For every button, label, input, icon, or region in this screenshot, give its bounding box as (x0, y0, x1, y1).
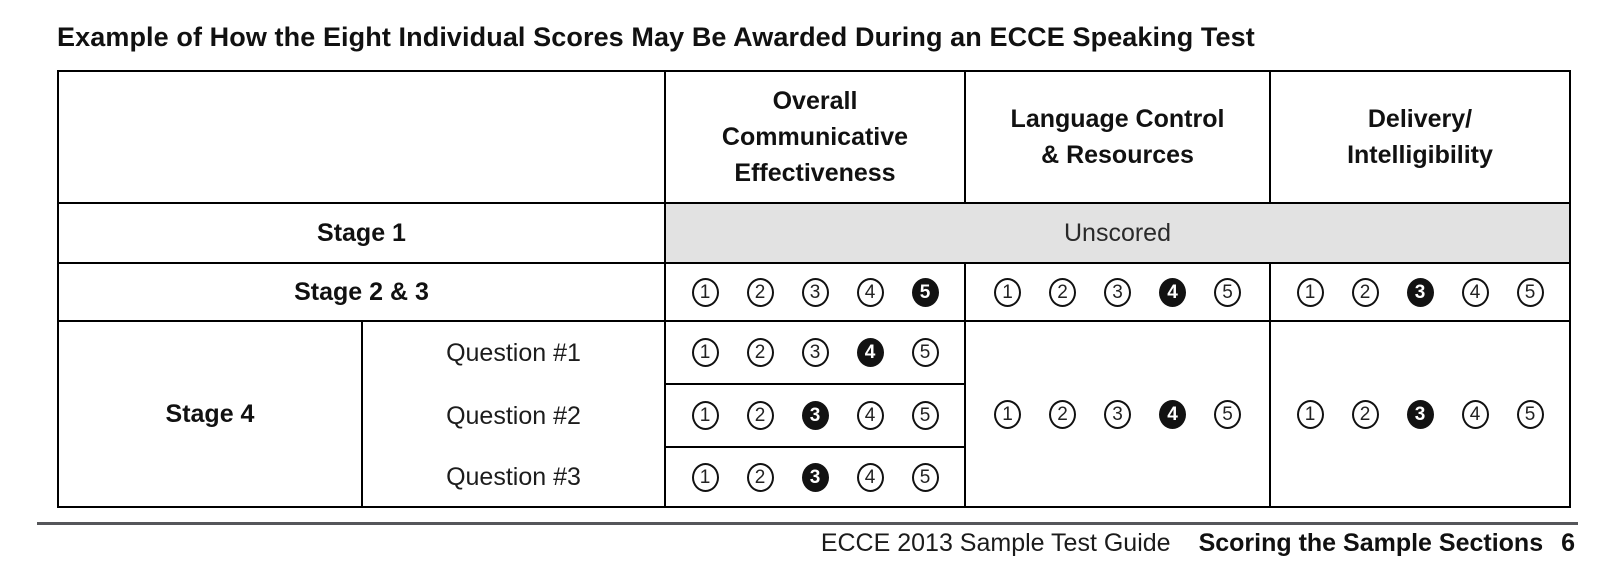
header-line: Language Control (1010, 105, 1225, 133)
footer-divider-rule (37, 522, 1578, 525)
header-language-control-resources: Language Control & Resources (966, 72, 1271, 204)
score-circle-5: 5 (911, 401, 939, 430)
score-circle-2: 2 (746, 277, 774, 307)
footer-guide-title: ECCE 2013 Sample Test Guide (820, 529, 1171, 557)
score-circle-5-selected: 5 (911, 277, 939, 307)
score-circle-3-selected: 3 (801, 401, 829, 430)
score-circle-2: 2 (746, 462, 774, 492)
score-circle-3-selected: 3 (1406, 399, 1434, 429)
row-label-stage-1: Stage 1 (59, 204, 666, 264)
header-line: Overall (772, 87, 858, 115)
question-3-label: Question #3 (446, 462, 581, 491)
header-empty-cell (59, 72, 666, 204)
score-circle-3-selected: 3 (801, 462, 829, 492)
score-circle-2: 2 (746, 338, 774, 367)
score-circle-1: 1 (691, 401, 719, 430)
header-line: Intelligibility (1347, 141, 1493, 169)
score-circle-4: 4 (1461, 277, 1489, 307)
header-line: & Resources (1041, 141, 1194, 169)
header-line: Communicative (721, 123, 909, 151)
score-circle-1: 1 (691, 462, 719, 492)
score-circle-4-selected: 4 (1159, 399, 1186, 429)
score-circle-1: 1 (1296, 399, 1324, 429)
unscored-cell: Unscored (666, 204, 1569, 264)
score-circle-4: 4 (856, 462, 884, 492)
score-circle-2: 2 (1351, 277, 1379, 307)
score-circle-5: 5 (911, 338, 939, 367)
score-circle-5: 5 (1516, 399, 1544, 429)
header-overall-communicative-effectiveness: Overall Communicative Effectiveness (666, 72, 966, 204)
score-circle-4: 4 (1461, 399, 1489, 429)
footer: ECCE 2013 Sample Test Guide Scoring the S… (821, 529, 1575, 558)
page-title: Example of How the Eight Individual Scor… (57, 22, 1255, 52)
row-label-stage-4: Stage 4 (59, 322, 363, 506)
score-circle-3-selected: 3 (1406, 277, 1434, 307)
question-2-label: Question #2 (446, 402, 581, 430)
score-circle-3: 3 (801, 338, 829, 367)
score-circle-3: 3 (801, 277, 829, 307)
header-line: Delivery/ (1367, 105, 1473, 133)
score-circle-1: 1 (994, 399, 1021, 429)
header-delivery-intelligibility: Delivery/Intelligibility (1271, 72, 1569, 204)
score-circle-4-selected: 4 (1159, 277, 1186, 307)
score-circle-1: 1 (1296, 277, 1324, 307)
footer-page-number: 6 (1561, 529, 1575, 557)
score-circle-2: 2 (1049, 277, 1076, 307)
question-labels-column: Question #1 Question #2 Question #3 (363, 322, 666, 506)
row-label-stage-2-3: Stage 2 & 3 (59, 264, 666, 322)
score-circle-2: 2 (1351, 399, 1379, 429)
score-circle-4: 4 (856, 401, 884, 430)
score-circle-1: 1 (994, 277, 1021, 307)
score-circle-3: 3 (1104, 399, 1131, 429)
score-circle-4-selected: 4 (856, 338, 884, 367)
header-line: Effectiveness (734, 159, 896, 187)
scoring-table: Overall Communicative Effectiveness Langua… (57, 70, 1571, 508)
score-circle-5: 5 (911, 462, 939, 492)
footer-section-title: Scoring the Sample Sections (1198, 529, 1544, 557)
score-circle-5: 5 (1214, 277, 1241, 307)
score-circle-4: 4 (856, 277, 884, 307)
score-circle-1: 1 (691, 277, 719, 307)
question-1-label: Question #1 (446, 339, 581, 367)
score-circle-5: 5 (1516, 277, 1544, 307)
score-circle-2: 2 (746, 401, 774, 430)
score-circle-3: 3 (1104, 277, 1131, 307)
score-circle-5: 5 (1214, 399, 1241, 429)
score-circle-1: 1 (691, 338, 719, 367)
score-circle-2: 2 (1049, 399, 1076, 429)
